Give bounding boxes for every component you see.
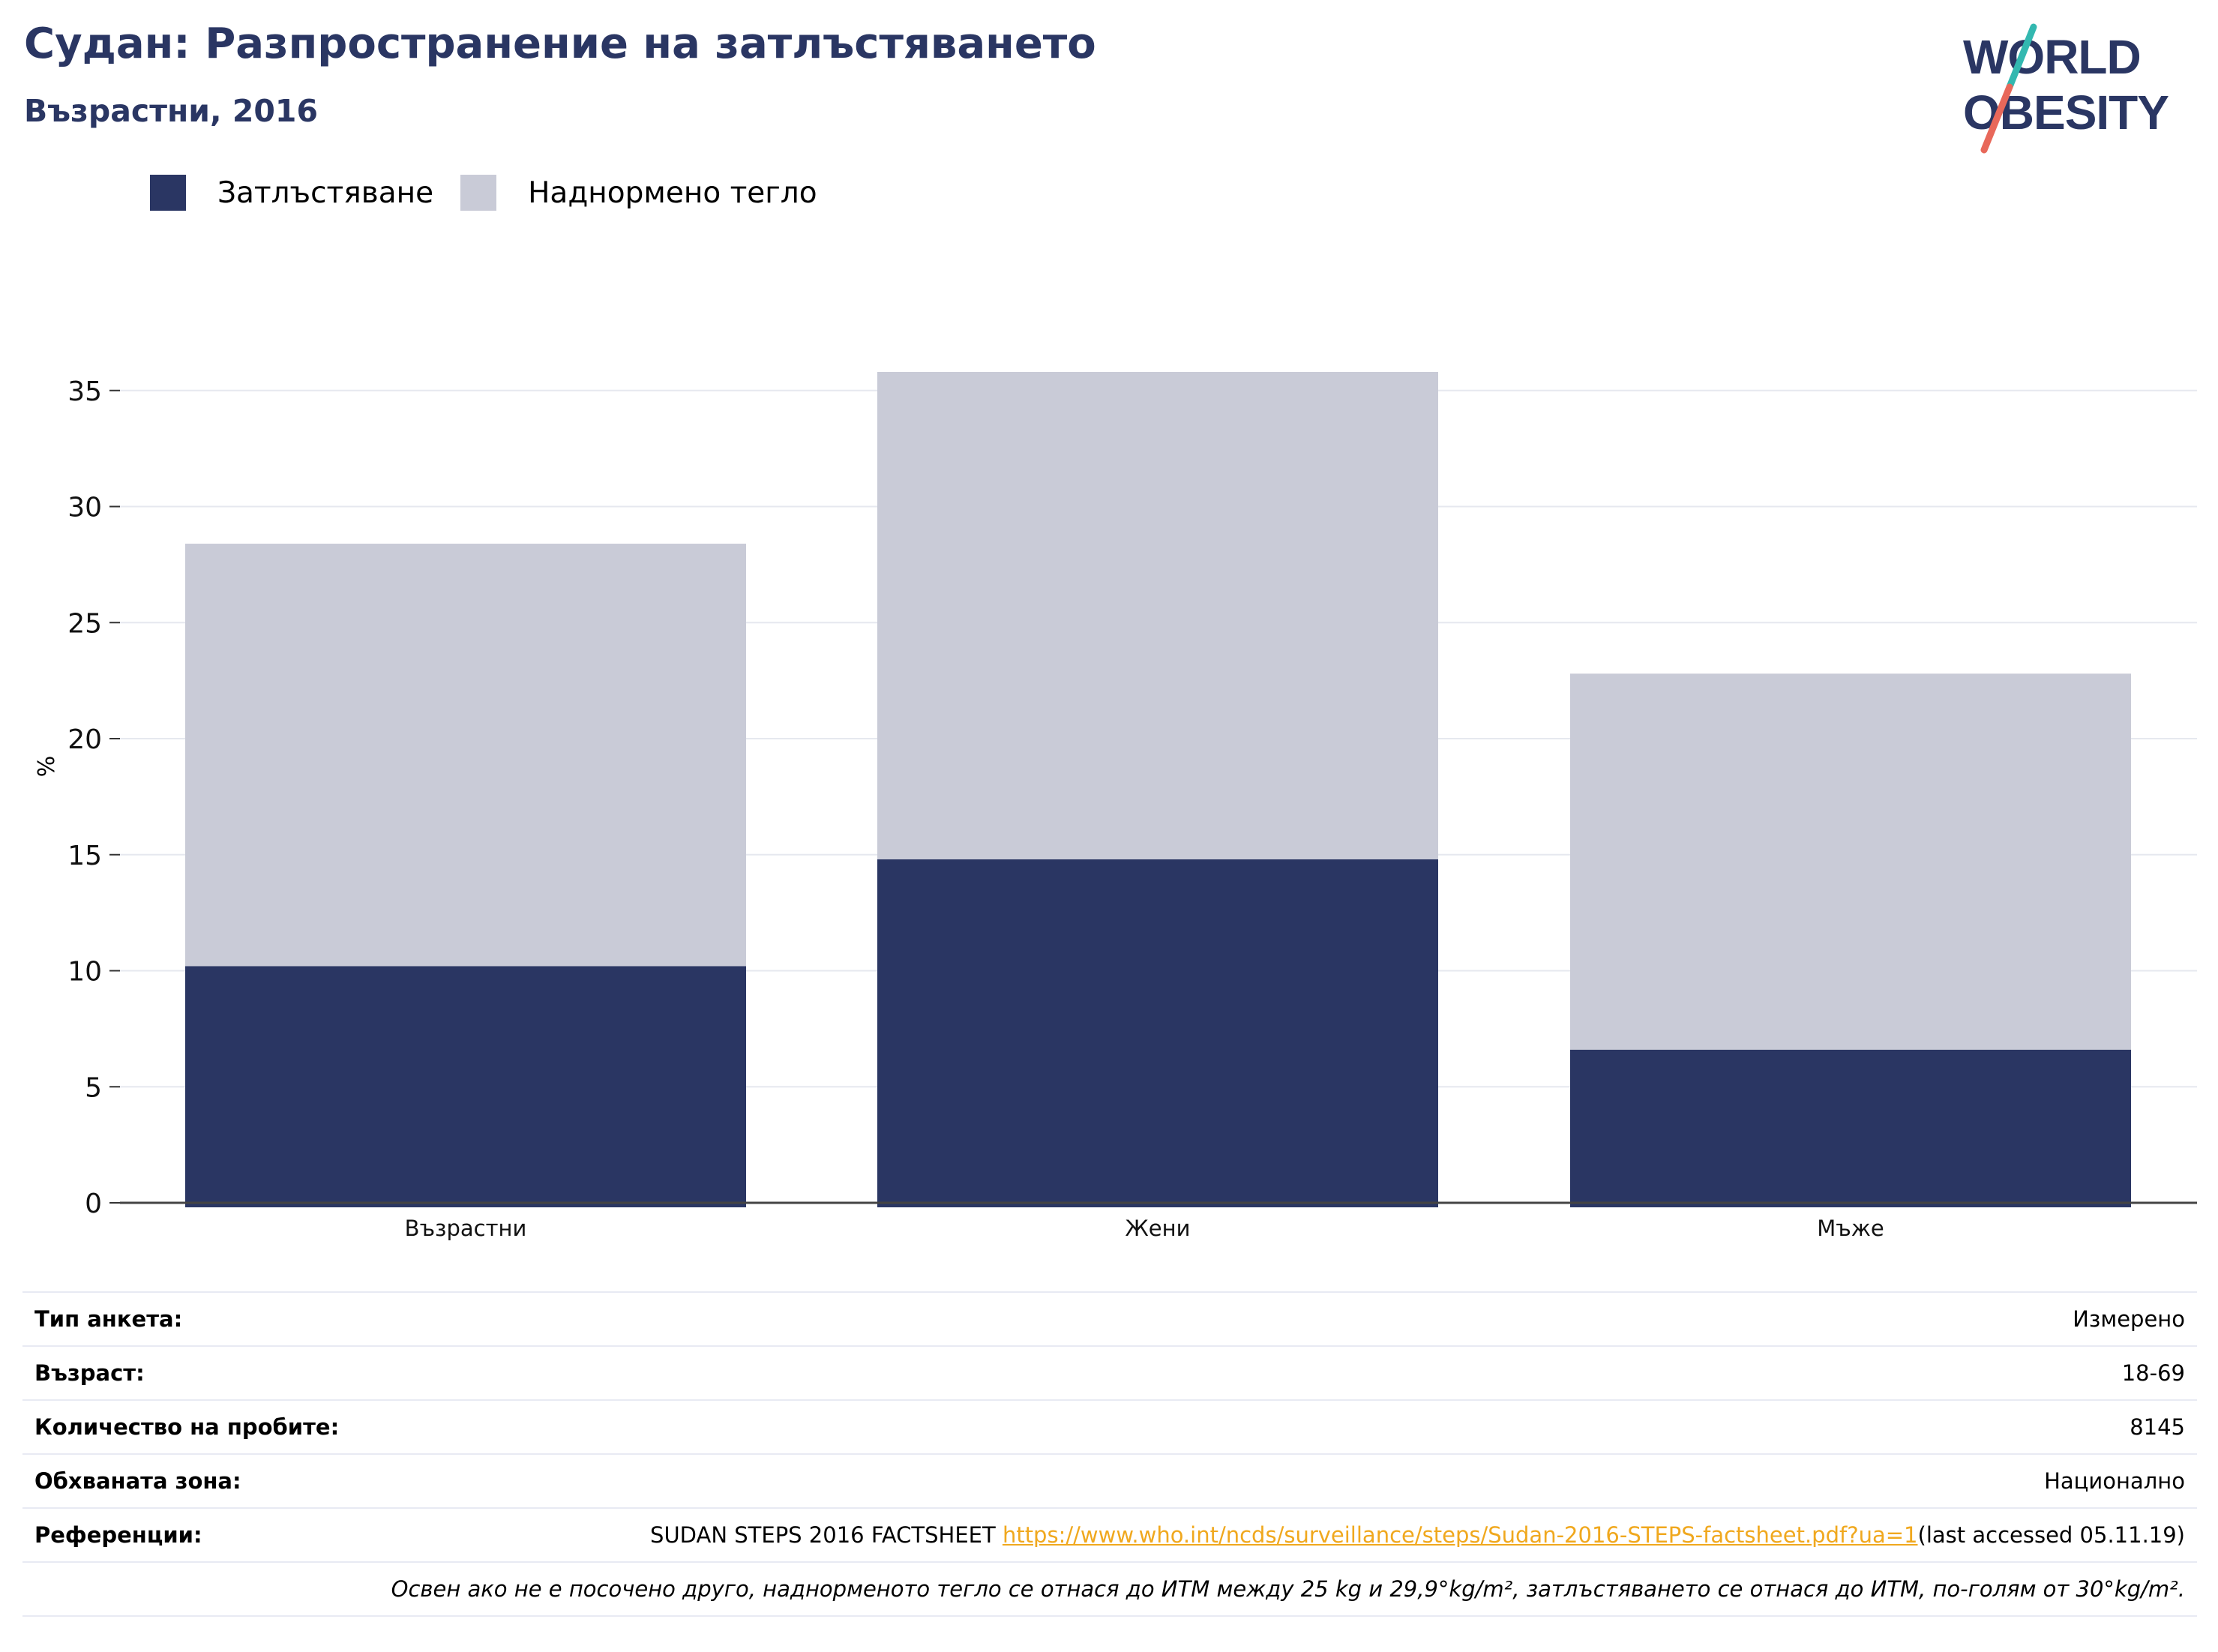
stacked-bar-chart: 0 5 10 15 20 25 30 35 Възрастни Жени Мъже % xyxy=(34,371,2197,1241)
chart-subtitle: Възрастни, 2016 xyxy=(24,93,318,129)
legend-swatch-obesity xyxy=(150,175,186,211)
y-tick-label: 10 xyxy=(67,957,102,988)
coverage-value: Национално xyxy=(400,1453,2197,1508)
bar-overweight-3 xyxy=(1570,673,2131,1050)
y-axis-label: % xyxy=(34,756,60,778)
legend-label-overweight: Наднормено тегло xyxy=(528,175,817,210)
chart-title: Судан: Разпространение на затлъстяването xyxy=(24,19,1096,68)
info-row-note: Освен ако не е посочено друго, наднормен… xyxy=(22,1561,2197,1617)
bar-obesity-1 xyxy=(185,966,746,1207)
reference-accessed: (last accessed 05.11.19) xyxy=(1917,1522,2185,1548)
definition-note: Освен ако не е посочено друго, наднормен… xyxy=(22,1561,2197,1617)
coverage-label: Обхваната зона: xyxy=(22,1453,401,1508)
svg-text:WORLD: WORLD xyxy=(1963,30,2141,84)
age-label: Възраст: xyxy=(22,1345,401,1400)
references-label: Референции: xyxy=(22,1507,401,1562)
survey-type-value: Измерено xyxy=(400,1291,2197,1346)
y-tick-label: 35 xyxy=(67,376,102,407)
x-tick-label: Възрастни xyxy=(405,1216,527,1241)
survey-info-table: Тип анкета: Измерено Възраст: 18-69 Коли… xyxy=(22,1291,2197,1617)
y-tick-label: 30 xyxy=(67,493,102,523)
info-row-survey-type: Тип анкета: Измерено xyxy=(22,1291,2197,1346)
info-row-sample-size: Количество на пробите: 8145 xyxy=(22,1399,2197,1454)
bar-overweight-2 xyxy=(877,371,1438,859)
age-value: 18-69 xyxy=(400,1345,2197,1400)
y-tick-label: 25 xyxy=(67,608,102,639)
chart-legend: Затлъстяване Наднормено тегло xyxy=(150,174,844,211)
legend-label-obesity: Затлъстяване xyxy=(217,175,434,210)
survey-type-label: Тип анкета: xyxy=(22,1291,401,1346)
bars xyxy=(185,371,2131,1207)
bar-obesity-3 xyxy=(1570,1049,2131,1207)
reference-source: SUDAN STEPS 2016 FACTSHEET xyxy=(650,1522,1003,1548)
info-row-coverage: Обхваната зона: Национално xyxy=(22,1453,2197,1508)
sample-size-label: Количество на пробите: xyxy=(22,1399,401,1454)
y-tick-label: 15 xyxy=(67,841,102,871)
info-row-references: Референции: SUDAN STEPS 2016 FACTSHEET h… xyxy=(22,1507,2197,1562)
bar-overweight-1 xyxy=(185,544,746,967)
info-row-age: Възраст: 18-69 xyxy=(22,1345,2197,1400)
x-tick-label: Жени xyxy=(1125,1216,1191,1241)
x-tick-label: Мъже xyxy=(1817,1216,1884,1241)
y-tick-label: 20 xyxy=(67,724,102,755)
legend-item-overweight: Наднормено тегло xyxy=(460,175,817,211)
axes: 0 5 10 15 20 25 30 35 Възрастни Жени Мъже xyxy=(67,376,2197,1241)
legend-item-obesity: Затлъстяване xyxy=(150,175,433,211)
legend-swatch-overweight xyxy=(460,175,497,211)
sample-size-value: 8145 xyxy=(400,1399,2197,1454)
reference-link[interactable]: https://www.who.int/ncds/surveillance/st… xyxy=(1002,1522,1918,1548)
world-obesity-logo: WORLD OBESITY xyxy=(1963,23,2169,154)
references-value: SUDAN STEPS 2016 FACTSHEET https://www.w… xyxy=(400,1507,2197,1562)
y-tick-label: 5 xyxy=(85,1072,102,1103)
y-tick-label: 0 xyxy=(85,1189,102,1219)
bar-obesity-2 xyxy=(877,859,1438,1207)
